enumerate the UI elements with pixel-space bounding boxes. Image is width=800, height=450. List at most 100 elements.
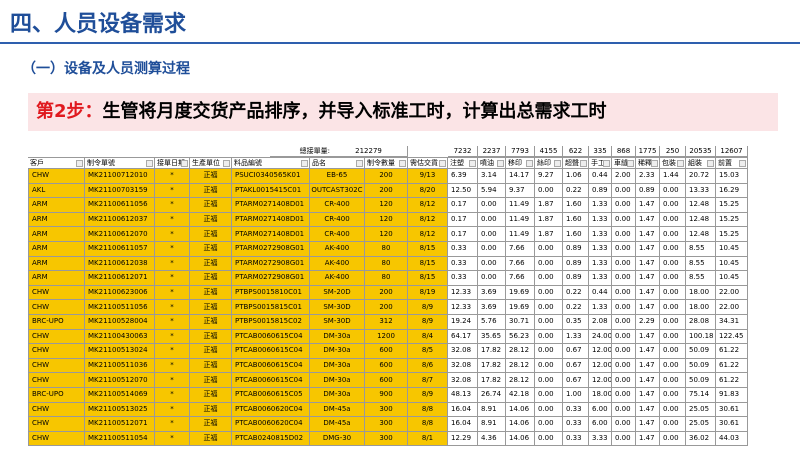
hours-cell: 42.18 <box>506 388 535 403</box>
filter-button[interactable] <box>554 160 561 167</box>
info-cell: PTBPS0015810C01 <box>232 285 310 301</box>
info-cell: * <box>155 315 190 330</box>
hours-cell: 12.48 <box>686 227 716 242</box>
filter-button[interactable] <box>399 160 406 167</box>
hours-cell: 1.47 <box>636 431 660 447</box>
hours-cell: 64.17 <box>448 329 478 345</box>
info-cell: MK21100612038 <box>85 256 155 272</box>
filter-button[interactable] <box>181 160 188 167</box>
filter-button[interactable] <box>469 160 476 167</box>
filter-button[interactable] <box>603 160 610 167</box>
info-cell: 正福 <box>190 388 232 403</box>
hours-cell: 0.00 <box>660 329 686 345</box>
info-cell: MK21100513024 <box>85 344 155 359</box>
info-cell: SM-20D <box>310 285 365 301</box>
info-cell: 8/5 <box>408 344 448 359</box>
hours-cell: 0.00 <box>660 373 686 388</box>
hours-cell: 1.47 <box>636 227 660 242</box>
filter-button[interactable] <box>677 160 684 167</box>
hours-cell: 19.69 <box>506 285 535 301</box>
info-cell: PTARM0272908G01 <box>232 242 310 257</box>
info-cell: * <box>155 198 190 213</box>
filter-button[interactable] <box>146 160 153 167</box>
info-cell: 正福 <box>190 285 232 301</box>
info-cell: PTCAB0060615C05 <box>232 388 310 403</box>
info-cell: 正福 <box>190 417 232 432</box>
info-cell: 8/7 <box>408 373 448 388</box>
info-cell: 8/8 <box>408 417 448 432</box>
hours-cell: 30.61 <box>716 402 748 418</box>
hours-cell: 0.00 <box>660 271 686 286</box>
column-header: 需估交貨 <box>408 157 448 169</box>
hours-cell: 1.33 <box>589 198 612 213</box>
hours-cell: 19.24 <box>448 315 478 330</box>
hours-cell: 1.33 <box>589 212 612 228</box>
filter-button[interactable] <box>651 160 658 167</box>
column-total: 868 <box>612 146 636 157</box>
info-cell: 正福 <box>190 183 232 199</box>
info-cell: PTBPS0015815C01 <box>232 300 310 315</box>
column-header: 料品編號 <box>232 157 310 169</box>
hours-cell: 1.60 <box>563 212 589 228</box>
filter-button[interactable] <box>356 160 363 167</box>
hours-cell: 0.00 <box>612 315 636 330</box>
filter-button[interactable] <box>707 160 714 167</box>
info-cell: 8/4 <box>408 329 448 345</box>
hours-cell: 0.00 <box>535 431 563 447</box>
filter-button[interactable] <box>497 160 504 167</box>
filter-button[interactable] <box>439 160 446 167</box>
info-cell: ARM <box>28 198 85 213</box>
hours-cell: 1.44 <box>660 169 686 184</box>
column-header: 品名 <box>310 157 365 169</box>
info-cell: * <box>155 212 190 228</box>
hours-cell: 1.47 <box>636 285 660 301</box>
hours-cell: 1.47 <box>636 388 660 403</box>
info-cell: MK21100612037 <box>85 212 155 228</box>
hours-cell: 91.83 <box>716 388 748 403</box>
filter-button[interactable] <box>580 160 587 167</box>
hours-cell: 2.33 <box>636 169 660 184</box>
filter-button[interactable] <box>301 160 308 167</box>
hours-cell: 11.49 <box>506 227 535 242</box>
filter-button[interactable] <box>223 160 230 167</box>
info-cell: 120 <box>365 198 408 213</box>
info-cell: BRC-UPO <box>28 388 85 403</box>
hours-cell: 0.00 <box>478 271 506 286</box>
hours-cell: 0.33 <box>563 402 589 418</box>
filter-button[interactable] <box>739 160 746 167</box>
hours-cell: 30.61 <box>716 417 748 432</box>
info-cell: 900 <box>365 388 408 403</box>
hours-cell: 1.47 <box>636 373 660 388</box>
hours-cell: 0.35 <box>563 315 589 330</box>
column-total: 4155 <box>535 146 563 157</box>
hours-cell: 36.02 <box>686 431 716 447</box>
info-cell: 8/8 <box>408 402 448 418</box>
column-header: 移印 <box>506 157 535 169</box>
filter-button[interactable] <box>627 160 634 167</box>
hours-cell: 0.00 <box>660 242 686 257</box>
hours-cell: 0.00 <box>660 431 686 447</box>
hours-cell: 0.33 <box>563 431 589 447</box>
hours-cell: 1.33 <box>563 329 589 345</box>
filter-button[interactable] <box>526 160 533 167</box>
hours-cell: 0.00 <box>535 358 563 374</box>
hours-cell: 15.25 <box>716 198 748 213</box>
info-cell: 8/12 <box>408 198 448 213</box>
hours-cell: 15.25 <box>716 227 748 242</box>
hours-cell: 8.91 <box>478 402 506 418</box>
hours-cell: 0.00 <box>660 315 686 330</box>
hours-cell: 1.47 <box>636 344 660 359</box>
hours-cell: 1.47 <box>636 358 660 374</box>
info-cell: PTARM0271408D01 <box>232 212 310 228</box>
hours-cell: 2.29 <box>636 315 660 330</box>
hours-cell: 3.33 <box>589 431 612 447</box>
filter-button[interactable] <box>76 160 83 167</box>
column-total: 622 <box>563 146 589 157</box>
info-cell: 200 <box>365 285 408 301</box>
info-cell: 8/15 <box>408 256 448 272</box>
hours-cell: 0.89 <box>563 242 589 257</box>
info-cell: * <box>155 300 190 315</box>
info-cell: PTAKL0015415C01 <box>232 183 310 199</box>
hours-cell: 3.69 <box>478 300 506 315</box>
hours-cell: 0.00 <box>612 329 636 345</box>
